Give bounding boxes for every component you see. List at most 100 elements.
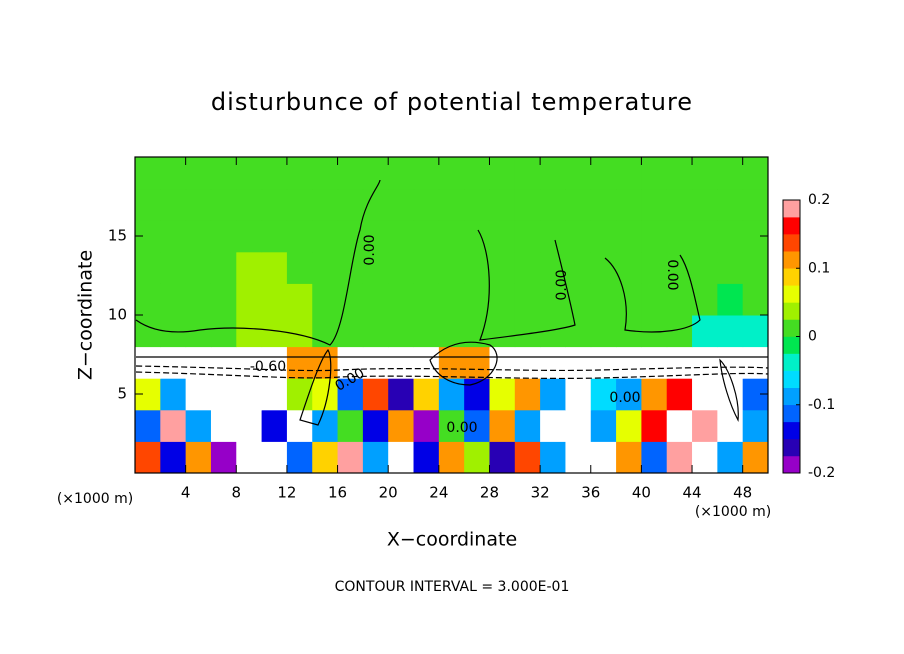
x-tick-label: 16 [328,484,347,502]
heatmap-cell [160,251,187,284]
heatmap-cell [135,409,161,442]
heatmap-cell [210,346,237,379]
heatmap-cell [742,409,769,442]
heatmap-cell [742,283,769,316]
heatmap-cell [261,441,288,474]
heatmap-cell [286,346,313,379]
heatmap-cell [489,188,516,221]
y-tick-label: 5 [117,385,127,403]
heatmap-cell [337,378,364,411]
colorbar-swatch [783,404,800,423]
heatmap-cell [160,188,187,221]
contour-line [135,365,769,372]
heatmap-cell [692,441,718,474]
heatmap-cell [464,409,490,442]
contour-label: 0.00 [362,234,378,265]
heatmap-cell [489,378,516,411]
heatmap-cell [717,378,744,411]
contour-line [604,254,701,333]
heatmap-cell [261,157,288,190]
heatmap-cell [438,378,465,411]
heatmap-cell [337,315,364,348]
heatmap-cell [185,188,212,221]
contour-line [135,371,769,380]
heatmap-cell [666,378,693,411]
heatmap-cell [135,283,161,316]
heatmap-cell [286,220,313,253]
heatmap-cell [590,188,617,221]
heatmap-cell [641,220,668,253]
heatmap-cell [464,220,490,253]
heatmap-cell [565,315,592,348]
heatmap-cell [413,346,440,379]
y-tick-label: 15 [108,227,127,245]
heatmap-cell [514,283,541,316]
heatmap-cell [464,283,490,316]
heatmap-cell [641,409,668,442]
heatmap-cell [185,220,212,253]
heatmap-cell [388,315,415,348]
heatmap-cell [717,283,744,316]
heatmap-cell [565,441,592,474]
heatmap-cell [286,409,313,442]
heatmap-cell [388,283,415,316]
heatmap-cell [464,251,490,284]
heatmap-cell [616,346,642,379]
heatmap-cell [717,409,744,442]
heatmap-cell [489,157,516,190]
heatmap-cell [388,157,415,190]
heatmap-cell [160,283,187,316]
heatmap-cell [362,283,389,316]
x-tick-label: 48 [733,484,752,502]
heatmap-cell [286,188,313,221]
heatmap-cell [362,378,389,411]
heatmap-cell [185,157,212,190]
contour-lines [135,179,769,426]
heatmap-cell [742,157,769,190]
heatmap-cell [692,409,718,442]
y-tick-label: 10 [108,306,127,324]
heatmap-cell [236,441,263,474]
heatmap-cell [540,346,566,379]
heatmap-cell [337,283,364,316]
colorbar-swatch [783,268,800,286]
heatmap-cell [413,283,440,316]
contour-label: 0.00 [446,420,477,436]
chart-title: disturbunce of potential temperature [211,88,693,116]
heatmap-cell [337,346,364,379]
heatmap-cell [590,157,617,190]
heatmap-cell [135,188,161,221]
heatmap-cell [666,409,693,442]
heatmap-cell [413,251,440,284]
heatmap-cell [312,409,339,442]
heatmap-cell [717,220,744,253]
heatmap-cell [489,251,516,284]
heatmap-cell [641,157,668,190]
heatmap-cell [590,251,617,284]
heatmap-cell [236,409,263,442]
x-tick-label: 12 [277,484,296,502]
colorbar-swatch [783,455,800,474]
heatmap-cell [210,220,237,253]
heatmap-cell [514,346,541,379]
heatmap-cell [666,283,693,316]
contour-line [299,348,332,426]
heatmap-cell [160,220,187,253]
heatmap-cell [565,220,592,253]
heatmap-cell [590,441,617,474]
heatmap-cell [261,409,288,442]
heatmap-cell [286,441,313,474]
heatmap-cell [185,346,212,379]
heatmap-cell [312,251,339,284]
heatmap-cell [210,251,237,284]
heatmap-cell [236,251,263,284]
heatmap-cell [464,346,490,379]
heatmap-cell [590,283,617,316]
x-tick-label: 44 [682,484,701,502]
heatmap-cell [742,251,769,284]
contour-label: 0.00 [554,269,570,300]
heatmap-cell [540,283,566,316]
heatmap-cell [236,220,263,253]
heatmap-cell [337,251,364,284]
